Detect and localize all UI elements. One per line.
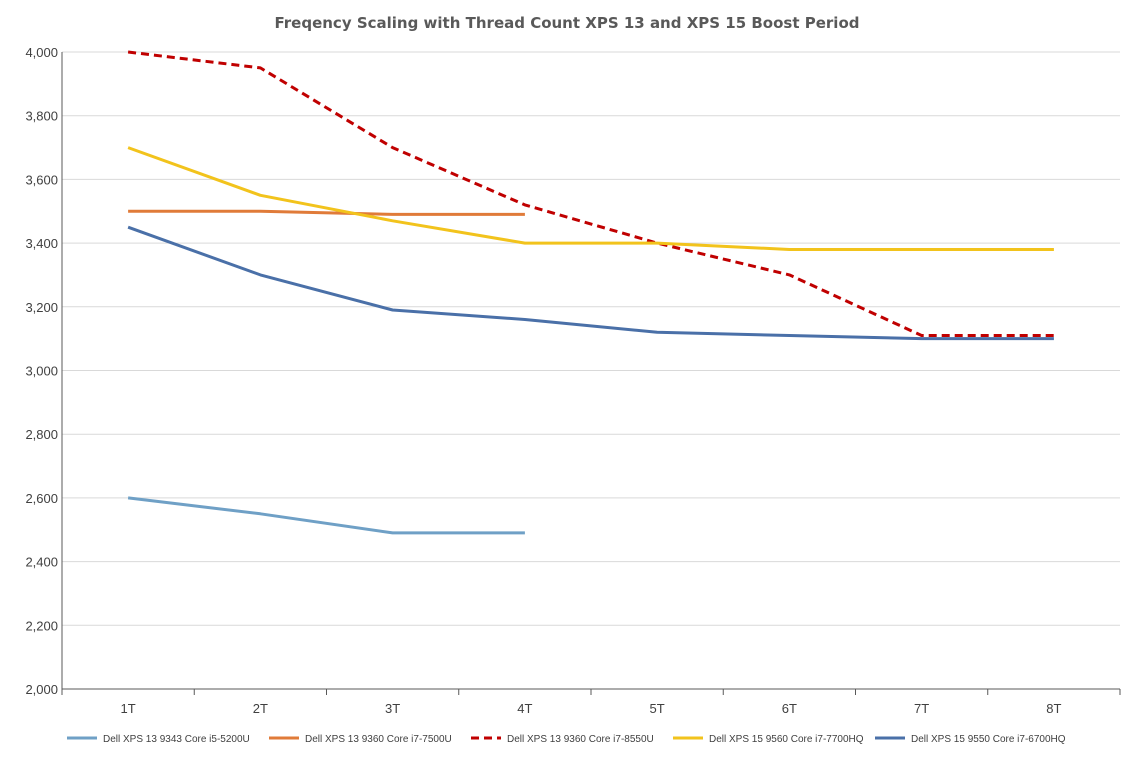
series-line-4 <box>127 146 1054 251</box>
x-tick-label: 2T <box>253 701 268 716</box>
x-tick-label: 6T <box>782 701 797 716</box>
x-tick-label: 5T <box>650 701 665 716</box>
y-tick-label: 2,600 <box>25 491 58 506</box>
x-tick-label: 7T <box>914 701 929 716</box>
x-tick-label: 3T <box>385 701 400 716</box>
y-tick-label: 3,600 <box>25 172 58 187</box>
x-tick-label: 1T <box>121 701 136 716</box>
axes: 2,000 2,200 2,400 2,600 2,800 3,000 3,200 3,400… <box>25 45 1121 716</box>
grid-lines <box>62 51 1120 626</box>
x-tick-label: 4T <box>517 701 532 716</box>
y-tick-label: 2,400 <box>25 555 58 570</box>
series-line-1 <box>127 496 525 535</box>
y-tick-label: 4,000 <box>25 45 58 60</box>
y-tick-label: 2,000 <box>25 682 58 697</box>
legend-label: Dell XPS 15 9560 Core i7-7700HQ <box>709 734 864 745</box>
series-lines <box>127 50 1054 535</box>
chart-title: Freqency Scaling with Thread Count XPS 1… <box>274 14 859 32</box>
series-line-2 <box>128 209 525 216</box>
y-tick-label: 2,200 <box>25 618 58 633</box>
legend-label: Dell XPS 13 9343 Core i5-5200U <box>103 734 250 745</box>
y-tick-label: 3,000 <box>25 364 58 379</box>
y-tick-label: 3,400 <box>25 236 58 251</box>
y-tick-label: 3,200 <box>25 300 58 315</box>
legend-label: Dell XPS 15 9550 Core i7-6700HQ <box>911 734 1066 745</box>
series-line-5 <box>127 225 1054 341</box>
legend-label: Dell XPS 13 9360 Core i7-7500U <box>305 734 452 745</box>
series-line-3 <box>127 50 1054 337</box>
legend-label: Dell XPS 13 9360 Core i7-8550U <box>507 734 654 745</box>
legend: Dell XPS 13 9343 Core i5-5200U Dell XPS 1… <box>67 734 1066 745</box>
y-tick-label: 2,800 <box>25 427 58 442</box>
y-tick-label: 3,800 <box>25 109 58 124</box>
x-tick-label: 8T <box>1046 701 1061 716</box>
